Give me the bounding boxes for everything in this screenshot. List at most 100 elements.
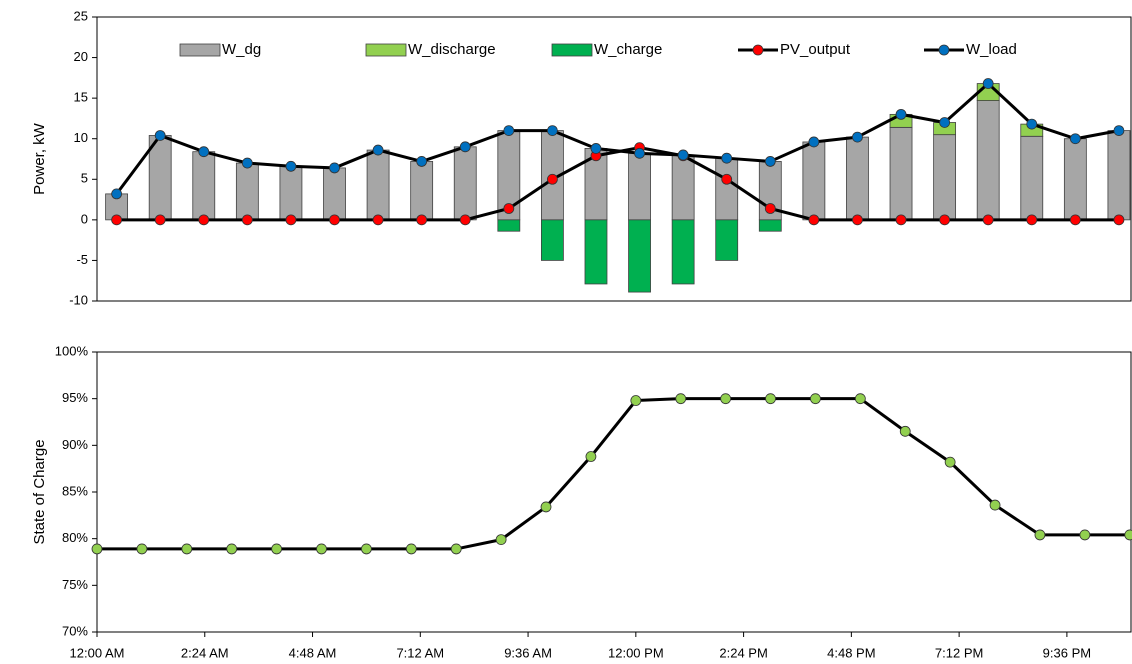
- bar: [323, 167, 346, 221]
- bar: [715, 219, 739, 261]
- marker: [1079, 529, 1091, 541]
- x-tick-label: 2:24 AM: [181, 645, 229, 660]
- marker: [982, 78, 994, 89]
- marker: [181, 543, 193, 555]
- bar: [410, 161, 434, 221]
- plot-frame: [96, 16, 1132, 302]
- bar: [366, 149, 390, 221]
- marker: [361, 543, 372, 555]
- marker: [895, 108, 907, 120]
- marker: [198, 214, 210, 226]
- x-tick-label: 4:48 PM: [827, 645, 875, 660]
- legend-swatch: [365, 43, 407, 57]
- marker: [285, 214, 297, 226]
- marker: [808, 214, 820, 226]
- marker: [503, 125, 515, 137]
- marker: [547, 125, 558, 137]
- x-tick-label: 12:00 PM: [608, 645, 664, 660]
- marker: [810, 393, 821, 405]
- marker: [547, 173, 558, 185]
- y-tick-label: -10: [69, 292, 88, 307]
- legend-label: W_discharge: [408, 41, 496, 58]
- legend-label: W_load: [966, 41, 1017, 58]
- legend-item: W_dg: [179, 41, 261, 58]
- bar: [1063, 138, 1087, 221]
- bar: [628, 152, 651, 221]
- marker: [405, 543, 417, 555]
- marker: [154, 130, 166, 141]
- marker: [241, 157, 253, 169]
- legend-marker: [938, 44, 950, 56]
- legend-label: PV_output: [780, 41, 851, 58]
- legend-item: W_discharge: [365, 41, 496, 58]
- marker: [1069, 214, 1081, 226]
- marker: [634, 147, 645, 159]
- marker: [675, 393, 687, 405]
- bar: [453, 146, 477, 221]
- y-tick-label: 80%: [62, 530, 88, 545]
- y-tick-label: 10: [74, 130, 88, 145]
- bar: [192, 151, 216, 221]
- bar: [976, 100, 1000, 221]
- marker: [416, 156, 428, 167]
- marker: [765, 393, 776, 405]
- x-tick-label: 4:48 AM: [289, 645, 337, 660]
- legend-swatch: [179, 43, 221, 57]
- legend-swatch: [551, 43, 593, 57]
- bar: [235, 162, 259, 221]
- y-tick-label: 100%: [55, 343, 89, 358]
- bar: [279, 165, 303, 221]
- bar: [889, 126, 913, 221]
- series-line: [115, 82, 1120, 195]
- plot-frame: [96, 351, 1132, 633]
- legend-item: W_charge: [551, 41, 662, 58]
- y-tick-label: 85%: [62, 483, 88, 498]
- bar: [715, 157, 739, 221]
- marker: [944, 456, 956, 468]
- marker: [226, 543, 238, 555]
- marker: [852, 214, 863, 226]
- legend-label: W_dg: [222, 41, 261, 58]
- marker: [1113, 214, 1125, 226]
- marker: [450, 543, 462, 555]
- marker: [630, 395, 642, 406]
- marker: [939, 214, 951, 226]
- y-tick-label: 90%: [62, 437, 88, 452]
- series-line: [116, 146, 1119, 222]
- y-tick-label: 75%: [62, 577, 88, 592]
- marker: [721, 152, 733, 164]
- marker: [764, 156, 776, 167]
- marker: [852, 131, 863, 143]
- marker: [316, 543, 327, 555]
- marker: [372, 144, 384, 156]
- marker: [1034, 529, 1046, 541]
- marker: [854, 393, 866, 405]
- bar: [758, 219, 782, 232]
- marker: [154, 214, 166, 226]
- marker: [241, 214, 253, 226]
- x-tick-label: 7:12 PM: [935, 645, 983, 660]
- legend-marker: [752, 44, 764, 56]
- marker: [503, 203, 515, 214]
- marker: [459, 141, 471, 153]
- y-tick-label: -5: [76, 252, 88, 267]
- y-tick-label: 20: [74, 49, 88, 64]
- marker: [91, 543, 103, 555]
- marker: [136, 543, 148, 555]
- bar: [1107, 130, 1131, 221]
- marker: [677, 149, 689, 161]
- marker: [111, 188, 123, 200]
- marker: [372, 214, 384, 226]
- y-axis-label: State of Charge: [31, 439, 48, 544]
- bar: [933, 134, 957, 221]
- y-tick-label: 15: [74, 90, 88, 105]
- marker: [285, 160, 297, 172]
- marker: [111, 214, 123, 226]
- x-tick-label: 2:24 PM: [719, 645, 767, 660]
- marker: [720, 393, 732, 405]
- marker: [590, 143, 602, 154]
- x-tick-label: 9:36 PM: [1043, 645, 1091, 660]
- marker: [939, 117, 951, 128]
- marker: [721, 173, 733, 185]
